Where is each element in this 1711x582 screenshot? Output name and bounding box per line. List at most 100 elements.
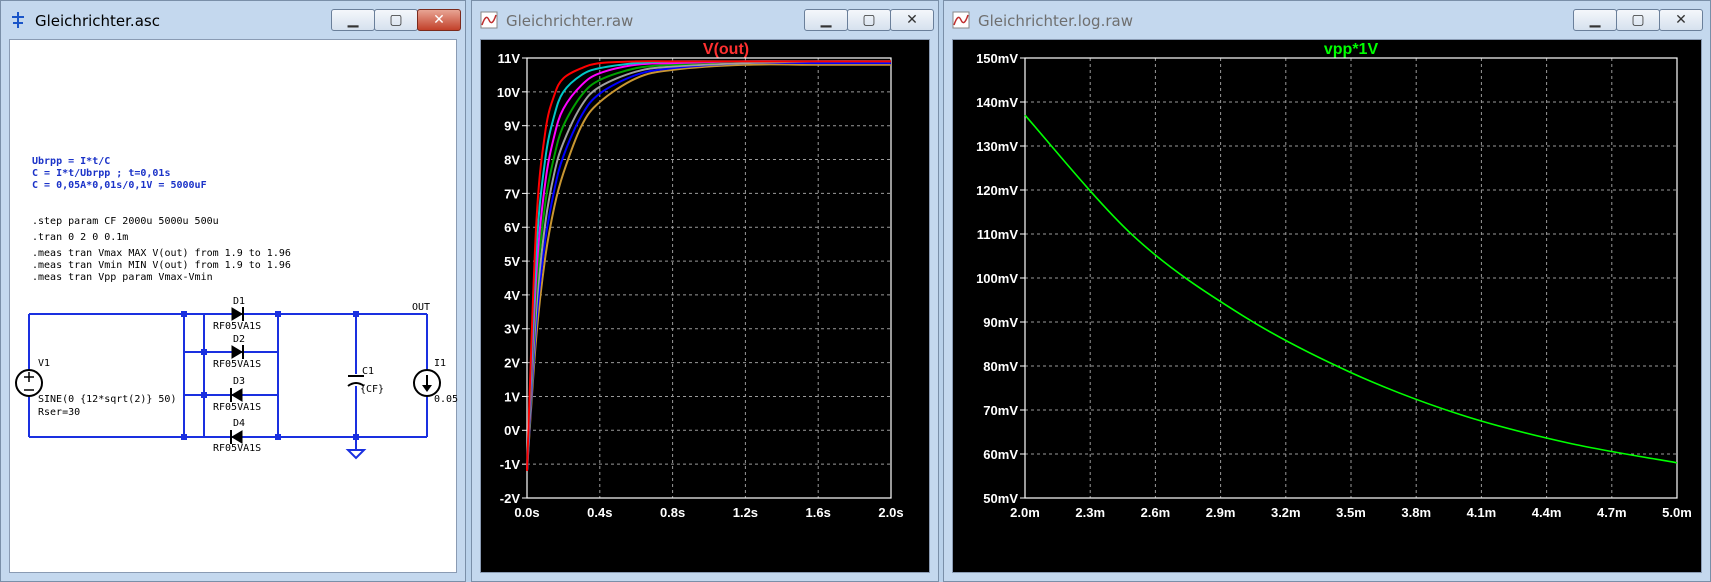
- waveform-y-tick-label: -2V: [500, 491, 521, 506]
- waveform-trace-label[interactable]: V(out): [703, 41, 749, 58]
- log-trace-label[interactable]: vpp*1V: [1324, 41, 1379, 58]
- v1-name: V1: [38, 358, 51, 369]
- meas-vmax-directive[interactable]: .meas tran Vmax MAX V(out) from 1.9 to 1…: [32, 248, 291, 259]
- close-button[interactable]: ✕: [890, 9, 934, 31]
- maximize-button[interactable]: ▢: [847, 9, 891, 31]
- v1-rser[interactable]: Rser=30: [38, 407, 81, 418]
- close-button[interactable]: ✕: [417, 9, 461, 31]
- diode-symbols: [230, 307, 244, 444]
- waveform-y-tick-label: 5V: [504, 254, 520, 269]
- maximize-icon: ▢: [862, 12, 876, 28]
- ground-symbol: [345, 449, 367, 460]
- schematic-title: Gleichrichter.asc: [35, 12, 160, 30]
- d3-model[interactable]: RF05VA1S: [213, 402, 262, 413]
- step-directive[interactable]: .step param CF 2000u 5000u 500u: [32, 216, 219, 227]
- maximize-button[interactable]: ▢: [1616, 9, 1660, 31]
- close-icon: ✕: [433, 12, 445, 28]
- waveform-y-tick-label: -1V: [500, 457, 521, 472]
- waveform-x-tick-label: 2.0s: [878, 505, 903, 520]
- log-y-tick-label: 110mV: [977, 227, 1019, 242]
- log-plot-window: Gleichrichter.log.raw ▁ ▢ ✕ vpp*1V 2.0m 2…: [943, 0, 1711, 582]
- log-y-tick-label: 130mV: [976, 139, 1018, 154]
- waveform-y-tick-label: 2V: [504, 356, 520, 371]
- log-y-tick-label: 120mV: [976, 183, 1018, 198]
- d1-model[interactable]: RF05VA1S: [213, 321, 262, 332]
- schematic-window: Gleichrichter.asc ▁ ▢ ✕ Ubrpp = I*t/C C …: [0, 0, 466, 582]
- waveform-x-tick-label: 1.6s: [806, 505, 831, 520]
- log-x-tick-label: 4.4m: [1532, 505, 1562, 520]
- maximize-button[interactable]: ▢: [374, 9, 418, 31]
- tran-directive[interactable]: .tran 0 2 0 0.1m: [32, 232, 129, 243]
- waveform-plot-frame: [526, 57, 892, 499]
- log-x-tick-label: 5.0m: [1662, 505, 1692, 520]
- waveform-x-tick-label: 0.8s: [660, 505, 685, 520]
- capacitor-c1: [347, 375, 365, 387]
- log-chart[interactable]: vpp*1V 2.0m 2.3m 2.6m 2.9m 3.2m 3.5m 3.8m 4.1m 4…: [953, 40, 1703, 574]
- log-plot-titlebar[interactable]: Gleichrichter.log.raw ▁ ▢ ✕: [944, 1, 1710, 35]
- log-plot-frame: [1024, 57, 1678, 499]
- c1-name: C1: [362, 366, 375, 377]
- waveform-y-tick-label: 3V: [504, 322, 520, 337]
- close-button[interactable]: ✕: [1659, 9, 1703, 31]
- log-plot-pane[interactable]: vpp*1V 2.0m 2.3m 2.6m 2.9m 3.2m 3.5m 3.8m 4.1m 4…: [952, 39, 1702, 573]
- log-y-tick-label: 60mV: [983, 447, 1018, 462]
- d4-model[interactable]: RF05VA1S: [213, 443, 262, 454]
- schematic-canvas[interactable]: Ubrpp = I*t/C C = I*t/Ubrpp ; t=0,01s C …: [9, 39, 459, 573]
- log-series-line-0: [1024, 114, 1678, 464]
- waveform-y-tick-label: 1V: [504, 389, 520, 404]
- waveform-x-tick-label: 1.2s: [733, 505, 758, 520]
- maximize-icon: ▢: [1631, 12, 1645, 28]
- meas-vmin-directive[interactable]: .meas tran Vmin MIN V(out) from 1.9 to 1…: [32, 260, 291, 271]
- d2-model[interactable]: RF05VA1S: [213, 359, 262, 370]
- log-x-tick-label: 2.3m: [1075, 505, 1105, 520]
- log-y-tick-label: 50mV: [983, 491, 1018, 506]
- waveform-y-tick-label: 11V: [498, 51, 521, 66]
- log-x-tick-label: 2.0m: [1010, 505, 1040, 520]
- waveform-y-tick-label: 9V: [504, 119, 520, 134]
- current-source-i1: [413, 369, 441, 397]
- waveform-y-tick-label: 10V: [497, 85, 520, 100]
- minimize-icon: ▁: [347, 12, 359, 28]
- waveform-app-icon: [480, 11, 498, 29]
- waveform-window: Gleichrichter.raw ▁ ▢ ✕ V(out) 0.0s 0.4s 0…: [471, 0, 939, 582]
- net-out-label[interactable]: OUT: [412, 302, 431, 313]
- log-y-tick-label: 140mV: [976, 95, 1018, 110]
- log-x-tick-label: 2.9m: [1206, 505, 1236, 520]
- waveform-series-line-0: [526, 60, 891, 471]
- waveform-x-tick-label: 0.4s: [587, 505, 612, 520]
- i1-name: I1: [434, 358, 447, 369]
- meas-vpp-directive[interactable]: .meas tran Vpp param Vmax-Vmin: [32, 272, 213, 283]
- d4-name: D4: [233, 418, 246, 429]
- minimize-icon: ▁: [1589, 12, 1601, 28]
- log-x-tick-label: 2.6m: [1141, 505, 1171, 520]
- log-plot-title: Gleichrichter.log.raw: [978, 12, 1133, 30]
- waveform-y-tick-label: 6V: [504, 220, 520, 235]
- log-y-tick-label: 150mV: [976, 51, 1018, 66]
- waveform-plot-pane[interactable]: V(out) 0.0s 0.4s 0.8s 1.2s 1.6s 2.0s 11V 10V 9V 8…: [480, 39, 930, 573]
- log-y-tick-label: 100mV: [976, 271, 1018, 286]
- v1-value[interactable]: SINE(0 {12*sqrt(2)} 50): [38, 394, 177, 405]
- minimize-button[interactable]: ▁: [804, 9, 848, 31]
- wire-junctions: [181, 311, 359, 440]
- c1-value[interactable]: {CF}: [360, 384, 385, 395]
- log-x-tick-label: 3.2m: [1271, 505, 1301, 520]
- log-y-tick-label: 80mV: [983, 359, 1018, 374]
- log-plot-app-icon: [952, 11, 970, 29]
- waveform-chart[interactable]: V(out) 0.0s 0.4s 0.8s 1.2s 1.6s 2.0s 11V 10V 9V 8…: [481, 40, 931, 574]
- d3-name: D3: [233, 376, 246, 387]
- waveform-y-tick-label: 4V: [504, 288, 520, 303]
- waveform-title: Gleichrichter.raw: [506, 12, 634, 30]
- schematic-titlebar[interactable]: Gleichrichter.asc ▁ ▢ ✕: [1, 1, 465, 35]
- d1-name: D1: [233, 296, 246, 307]
- i1-value[interactable]: 0.05: [434, 394, 459, 405]
- waveform-series-line-6: [526, 63, 891, 471]
- log-x-tick-label: 3.8m: [1401, 505, 1431, 520]
- waveform-y-tick-label: 7V: [504, 186, 520, 201]
- log-y-tick-label: 70mV: [983, 403, 1018, 418]
- waveform-series-line-4: [526, 60, 892, 471]
- minimize-button[interactable]: ▁: [1573, 9, 1617, 31]
- maximize-icon: ▢: [389, 12, 403, 28]
- minimize-button[interactable]: ▁: [331, 9, 375, 31]
- waveform-titlebar[interactable]: Gleichrichter.raw ▁ ▢ ✕: [472, 1, 938, 35]
- waveform-y-tick-label: 8V: [504, 152, 520, 167]
